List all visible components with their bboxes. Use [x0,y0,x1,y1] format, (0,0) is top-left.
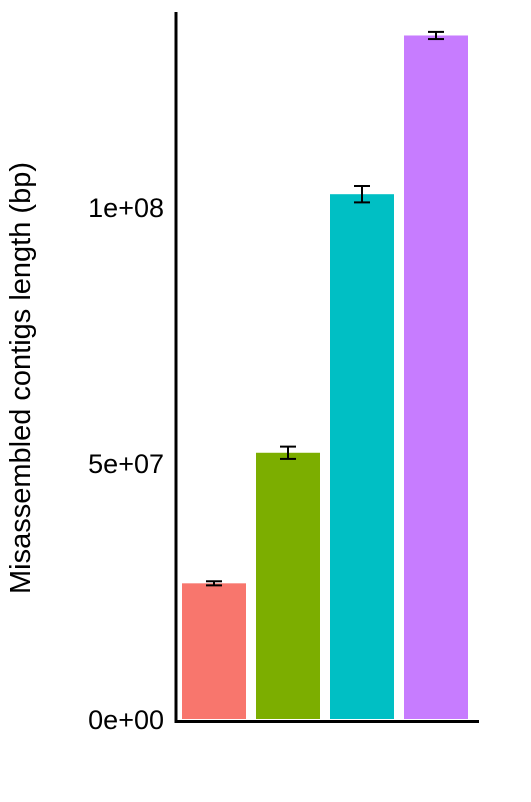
error-bar [354,185,370,204]
bar [256,452,320,719]
y-tick-label: 1e+08 [88,193,164,223]
y-tick-label: 5e+07 [88,449,164,479]
y-tick-labels: 0e+00 5e+07 1e+08 [88,193,164,735]
error-bar [280,445,296,460]
y-axis-title: Misassembled contigs length (bp) [5,162,37,594]
bar [182,583,246,719]
bar [330,194,394,719]
error-bars-group [206,30,444,587]
bars-group [182,35,468,720]
error-bar [206,580,222,587]
y-tick-label: 0e+00 [88,705,164,735]
error-bar [428,30,444,41]
bar [404,35,468,720]
